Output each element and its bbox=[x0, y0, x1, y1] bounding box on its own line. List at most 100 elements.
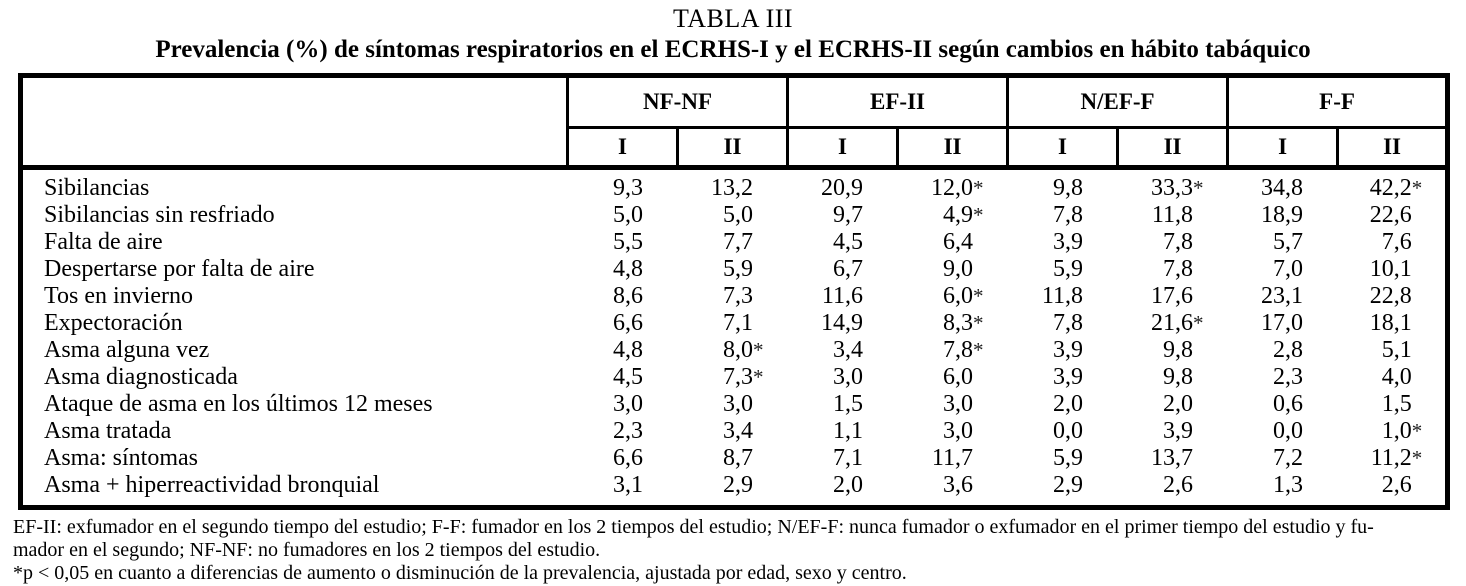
value-cell: 11,8 bbox=[1008, 283, 1118, 310]
significance-asterisk: * bbox=[973, 176, 984, 200]
value-number: 4,8 bbox=[613, 337, 643, 363]
value-cell: 23,1 bbox=[1228, 283, 1338, 310]
value-number: 5,7 bbox=[1273, 229, 1304, 255]
table-subtitle: Prevalencia (%) de síntomas respiratorio… bbox=[155, 36, 1311, 63]
column-subheader: II bbox=[1116, 127, 1228, 168]
value-cell: 7,7 bbox=[678, 229, 788, 256]
value-cell: 34,8 bbox=[1228, 168, 1338, 203]
value-cell: 3,6 bbox=[898, 472, 1008, 508]
value-cell: 3,4 bbox=[678, 418, 788, 445]
value-cell: 10,1 bbox=[1338, 256, 1448, 283]
significance-asterisk: * bbox=[1193, 176, 1204, 200]
value-cell: 2,3 bbox=[1228, 364, 1338, 391]
table-row: Ataque de asma en los últimos 12 meses 3… bbox=[21, 391, 1448, 418]
value-cell: 8,6 bbox=[568, 283, 678, 310]
value-number: 1,3 bbox=[1273, 472, 1304, 498]
value-number: 2,0 bbox=[833, 472, 864, 498]
value-cell: 7,0 bbox=[1228, 256, 1338, 283]
value-number: 6,4 bbox=[943, 229, 974, 255]
value-cell: 7,1 bbox=[678, 310, 788, 337]
value-number: 3,9 bbox=[1053, 229, 1084, 255]
value-number: 1,1 bbox=[833, 418, 864, 444]
column-subheader: II bbox=[675, 127, 788, 168]
subheader-row: I II I II I II I II bbox=[21, 127, 1448, 168]
column-group-nf-nf: NF-NF bbox=[565, 75, 788, 129]
value-number: 33,3 bbox=[1151, 175, 1194, 201]
value-number: 9,8 bbox=[1163, 364, 1194, 390]
value-number: 8,6 bbox=[613, 283, 643, 309]
value-cell: 5,7 bbox=[1228, 229, 1338, 256]
row-label: Ataque de asma en los últimos 12 meses bbox=[44, 391, 433, 417]
row-label: Asma + hiperreactividad bronquial bbox=[44, 472, 380, 498]
value-number: 2,3 bbox=[1273, 364, 1304, 390]
value-cell: 2,6 bbox=[1118, 472, 1228, 508]
value-number: 3,0 bbox=[833, 364, 864, 390]
value-cell: 2,9 bbox=[1008, 472, 1118, 508]
value-number: 3,9 bbox=[1163, 418, 1194, 444]
value-number: 20,9 bbox=[821, 175, 864, 201]
value-cell: 7,8 bbox=[1118, 229, 1228, 256]
row-label: Sibilancias sin resfriado bbox=[44, 202, 275, 228]
value-number: 9,8 bbox=[1053, 175, 1084, 201]
value-number: 11,7 bbox=[931, 445, 974, 471]
value-number: 7,8 bbox=[1163, 256, 1194, 282]
value-cell: 5,9 bbox=[1008, 256, 1118, 283]
value-cell: 7,8 bbox=[1008, 310, 1118, 337]
value-number: 3,4 bbox=[833, 337, 864, 363]
value-number: 6,6 bbox=[613, 310, 643, 336]
value-number: 5,1 bbox=[1381, 337, 1412, 363]
value-number: 11,8 bbox=[1041, 283, 1084, 309]
value-number: 7,8 bbox=[1053, 310, 1084, 336]
value-cell: 5,0 bbox=[678, 202, 788, 229]
value-cell: 7,8 bbox=[1118, 256, 1228, 283]
value-cell: 3,9 bbox=[1008, 229, 1118, 256]
value-cell: 3,0 bbox=[678, 391, 788, 418]
significance-asterisk: * bbox=[973, 284, 984, 308]
corner-cell bbox=[19, 75, 569, 169]
row-label: Despertarse por falta de aire bbox=[44, 256, 315, 282]
value-cell: 5,9 bbox=[678, 256, 788, 283]
table-row: Asma: síntomas 6,6 8,7 7,1 11,7 5,9 13,7… bbox=[21, 445, 1448, 472]
column-subheader: I bbox=[786, 127, 898, 168]
table-row: Asma + hiperreactividad bronquial 3,1 2,… bbox=[21, 472, 1448, 508]
value-number: 6,6 bbox=[613, 445, 643, 471]
value-cell: 3,0 bbox=[568, 391, 678, 418]
value-cell: 9,8 bbox=[1008, 168, 1118, 203]
value-number: 12,0 bbox=[931, 175, 974, 201]
value-number: 3,1 bbox=[613, 472, 643, 498]
value-cell: 7,8 * bbox=[898, 337, 1008, 364]
group-header-row: NF-NF EF-II N/EF-F F-F bbox=[19, 75, 1448, 169]
value-number: 3,0 bbox=[943, 391, 974, 417]
value-number: 6,0 bbox=[943, 283, 974, 309]
value-number: 11,2 bbox=[1370, 445, 1412, 471]
value-cell: 5,9 bbox=[1008, 445, 1118, 472]
table-row: Asma diagnosticada 4,5 7,3 * 3,0 6,0 3,9 … bbox=[21, 364, 1448, 391]
value-cell: 20,9 bbox=[788, 168, 898, 203]
value-number: 8,7 bbox=[723, 445, 753, 471]
value-cell: 0,0 bbox=[1228, 418, 1338, 445]
value-number: 4,5 bbox=[833, 229, 864, 255]
significance-asterisk: * bbox=[753, 365, 764, 389]
value-cell: 3,0 bbox=[898, 418, 1008, 445]
value-number: 2,6 bbox=[1163, 472, 1194, 498]
value-cell: 17,0 bbox=[1228, 310, 1338, 337]
value-cell: 3,9 bbox=[1008, 337, 1118, 364]
value-cell: 4,5 bbox=[568, 364, 678, 391]
value-cell: 4,8 bbox=[568, 337, 678, 364]
value-cell: 11,8 bbox=[1118, 202, 1228, 229]
value-cell: 3,1 bbox=[568, 472, 678, 508]
value-number: 7,0 bbox=[1273, 256, 1304, 282]
value-number: 3,9 bbox=[1053, 364, 1084, 390]
value-number: 7,7 bbox=[723, 229, 753, 255]
value-number: 11,8 bbox=[1151, 202, 1194, 228]
value-number: 5,9 bbox=[1053, 445, 1084, 471]
value-cell: 3,9 bbox=[1008, 364, 1118, 391]
value-cell: 3,4 bbox=[788, 337, 898, 364]
column-group-ef-ii: EF-II bbox=[786, 75, 1008, 129]
value-number: 7,8 bbox=[1053, 202, 1084, 228]
prevalence-table: NF-NF EF-II N/EF-F F-F I II I II I II I … bbox=[18, 73, 1451, 510]
value-number: 7,2 bbox=[1273, 445, 1304, 471]
value-cell: 6,7 bbox=[788, 256, 898, 283]
table-row: Despertarse por falta de aire 4,8 5,9 6,… bbox=[21, 256, 1448, 283]
value-number: 0,0 bbox=[1273, 418, 1304, 444]
